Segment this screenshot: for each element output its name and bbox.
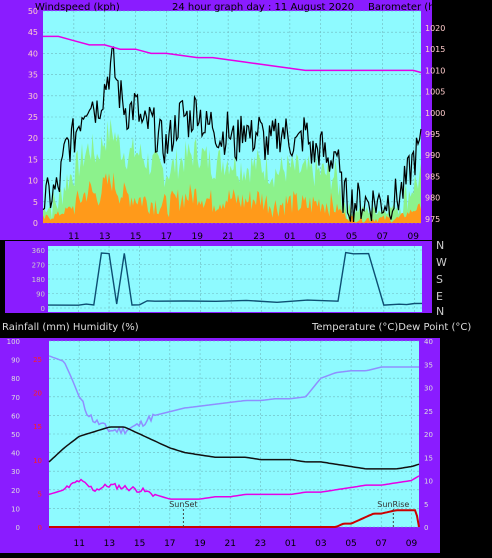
temp-dew-label: Temperature (°C)Dew Point (°C) (311, 322, 471, 333)
wind-gust-area (43, 118, 421, 223)
barometer-line (43, 35, 422, 74)
humidity-ytick-label: 40 (11, 450, 20, 458)
temp-xtick-label: 09 (406, 539, 418, 549)
temperature-ytick-label: 30 (424, 385, 433, 393)
wind-xtick-label: 05 (346, 232, 357, 242)
barometer-ytick-label: 995 (425, 130, 440, 139)
temperature-ytick-label: 0 (424, 524, 428, 532)
direction-ytick-label: 360 (32, 247, 45, 255)
temp-xtick-label: 13 (104, 539, 115, 549)
barometer-ytick-label: 990 (425, 151, 440, 160)
wind-xtick-label: 03 (315, 232, 326, 242)
humidity-ytick-label: 20 (11, 487, 20, 495)
temperature-ytick-label: 20 (424, 431, 433, 439)
temperature-ytick-label: 35 (424, 361, 433, 369)
temp-xtick-label: 19 (194, 539, 206, 549)
humidity-ytick-label: 70 (11, 394, 20, 402)
compass-w: W (436, 256, 447, 269)
windspeed-label: Windspeed (kph) (35, 2, 120, 13)
rain-humidity-label: Rainfall (mm) Humidity (%) (2, 322, 139, 333)
wind-xtick-label: 01 (284, 232, 295, 242)
rain-ytick-label: 25 (33, 356, 42, 364)
temp-xtick-label: 11 (73, 539, 84, 549)
temperature-ytick-label: 40 (424, 338, 433, 346)
compass-n-top: N (436, 239, 444, 252)
temp-xtick-label: 03 (315, 539, 326, 549)
compass-s: S (436, 273, 443, 286)
wind-ytick-label: 50 (28, 7, 38, 16)
compass-e: E (436, 290, 443, 303)
temp-xtick-label: 01 (285, 539, 296, 549)
barometer-label: Barometer (hpa) (368, 2, 451, 13)
wind-xtick-label: 07 (377, 232, 388, 242)
wind-xtick-label: 17 (161, 232, 172, 242)
rain-ytick-label: 20 (33, 390, 42, 398)
wind-xtick-label: 19 (192, 232, 204, 242)
wind-xtick-label: 09 (408, 232, 420, 242)
temperature-ytick-label: 10 (424, 478, 433, 486)
wind-ytick-label: 5 (33, 198, 38, 207)
direction-ytick-label: 90 (36, 291, 45, 299)
rain-ytick-label: 10 (33, 457, 42, 465)
wind-average-area (43, 172, 421, 223)
direction-line (47, 251, 423, 306)
rain-ytick-label: 5 (38, 490, 42, 498)
wind-ytick-label: 15 (28, 155, 38, 164)
wind-ytick-label: 0 (33, 219, 38, 228)
temp-xtick-label: 23 (255, 539, 266, 549)
temp-xtick-label: 15 (134, 539, 145, 549)
barometer-ytick-label: 1010 (425, 66, 445, 75)
humidity-ytick-label: 30 (11, 468, 20, 476)
barometer-ytick-label: 1005 (425, 88, 445, 97)
temperature-ytick-label: 5 (424, 501, 428, 509)
temp-xtick-label: 21 (224, 539, 235, 549)
temp-xtick-label: 17 (164, 539, 175, 549)
wind-ytick-label: 20 (28, 134, 38, 143)
sunrise-label: SunRise (377, 500, 409, 509)
temperature-ytick-label: 15 (424, 454, 433, 462)
rain-ytick-label: 15 (33, 423, 42, 431)
barometer-ytick-label: 1015 (425, 45, 445, 54)
barometer-ytick-label: 980 (425, 194, 440, 203)
humidity-ytick-label: 90 (11, 357, 20, 365)
compass-n-bottom: N (436, 305, 444, 318)
wind-xtick-label: 23 (253, 232, 264, 242)
rain-line (49, 509, 420, 528)
wind-ytick-label: 40 (28, 49, 38, 58)
wind-ytick-label: 10 (28, 177, 38, 186)
wind-xtick-label: 11 (68, 232, 79, 242)
barometer-ytick-label: 985 (425, 172, 440, 181)
humidity-ytick-label: 100 (7, 338, 20, 346)
humidity-ytick-label: 10 (11, 505, 20, 513)
wind-ytick-label: 45 (28, 28, 38, 37)
direction-ytick-label: 0 (41, 305, 45, 313)
humidity-ytick-label: 0 (16, 524, 20, 532)
temp-xtick-label: 05 (345, 539, 356, 549)
direction-ytick-label: 180 (32, 276, 45, 284)
wind-xtick-label: 13 (99, 232, 110, 242)
temperature-ytick-label: 25 (424, 408, 433, 416)
humidity-ytick-label: 60 (11, 412, 20, 420)
direction-ytick-label: 270 (32, 262, 45, 270)
wind-ytick-label: 35 (28, 71, 38, 80)
wind-xtick-label: 21 (222, 232, 233, 242)
barometer-ytick-label: 975 (425, 215, 440, 224)
humidity-ytick-label: 80 (11, 375, 20, 383)
temp-xtick-label: 07 (376, 539, 387, 549)
wind-ytick-label: 25 (28, 113, 38, 122)
humidity-line (48, 355, 419, 436)
dewpoint-line (48, 475, 420, 500)
graph-title: 24 hour graph day : 11 August 2020 (172, 2, 354, 13)
sunset-label: SunSet (169, 500, 197, 509)
barometer-ytick-label: 1000 (425, 109, 445, 118)
wind-xtick-label: 15 (130, 232, 141, 242)
wind-max-line (42, 46, 422, 223)
humidity-ytick-label: 50 (11, 431, 20, 439)
rain-ytick-label: 0 (38, 524, 42, 532)
wind-ytick-label: 30 (28, 92, 38, 101)
temperature-line (48, 426, 420, 470)
barometer-ytick-label: 1020 (425, 24, 445, 33)
